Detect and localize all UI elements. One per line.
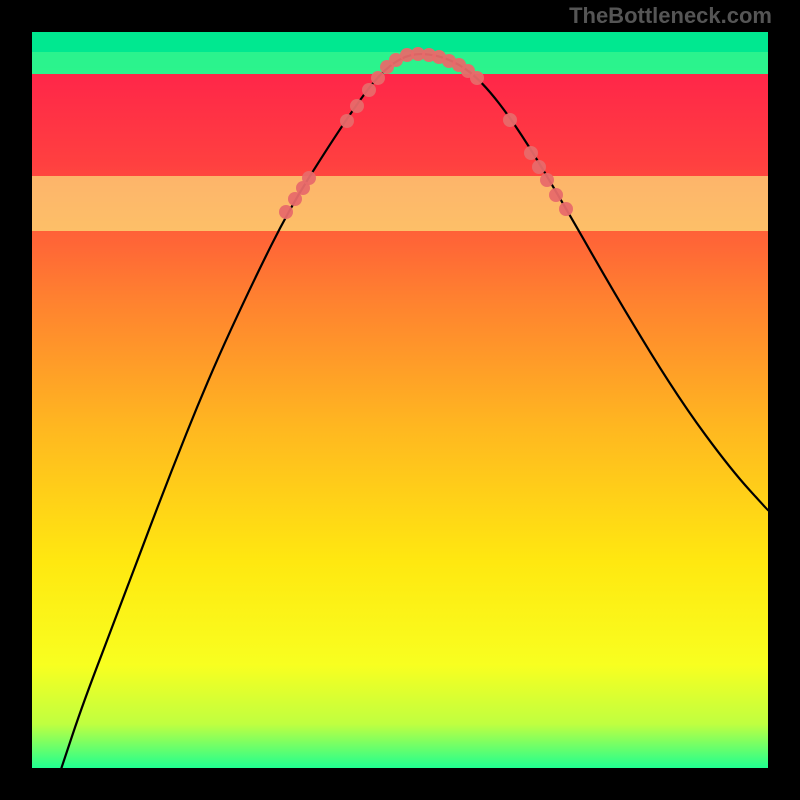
data-point-dot (362, 83, 376, 97)
watermark-text: TheBottleneck.com (569, 3, 772, 29)
data-point-dot (279, 205, 293, 219)
chart-frame: TheBottleneck.com (0, 0, 800, 800)
data-point-dot (549, 188, 563, 202)
data-point-dot (540, 173, 554, 187)
data-point-dot (503, 113, 517, 127)
bottleneck-curve (61, 54, 768, 768)
curve-layer (32, 32, 768, 768)
data-point-dot (350, 99, 364, 113)
data-point-dot (470, 71, 484, 85)
data-point-dot (340, 114, 354, 128)
data-point-dot (559, 202, 573, 216)
data-point-dot (302, 171, 316, 185)
data-point-dot (532, 160, 546, 174)
plot-area (32, 32, 768, 768)
data-point-dot (524, 146, 538, 160)
